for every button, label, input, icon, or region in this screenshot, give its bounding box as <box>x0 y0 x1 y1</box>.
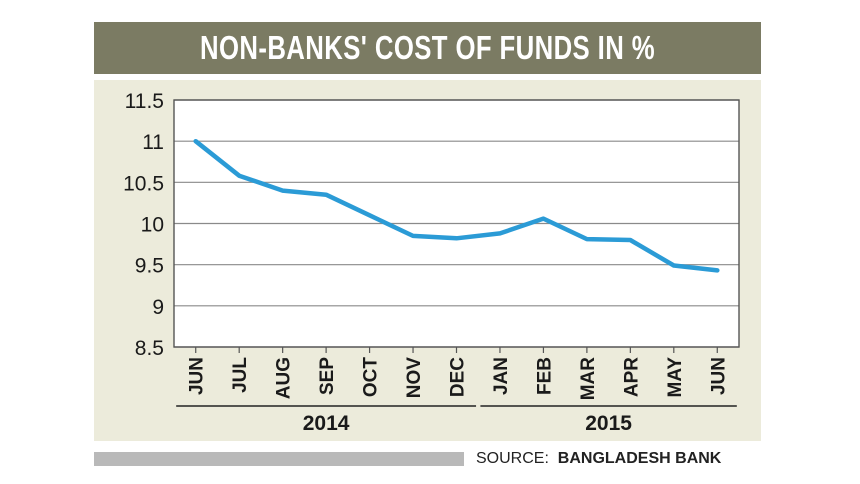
y-tick-label: 11.5 <box>125 90 164 113</box>
x-tick-label: JAN <box>491 357 512 395</box>
source-credit: SOURCE: BANGLADESH BANK <box>476 449 721 469</box>
x-tick-label: NOV <box>404 357 425 399</box>
x-tick-label: JUN <box>187 357 208 395</box>
y-tick-label: 10 <box>141 214 164 237</box>
source-name: BANGLADESH BANK <box>557 450 722 467</box>
source-label: SOURCE: <box>476 450 549 467</box>
year-label: 2014 <box>303 412 350 435</box>
title-banner: NON-BANKS' COST OF FUNDS IN % <box>94 22 761 74</box>
source-bar <box>94 452 464 466</box>
x-tick-label: SEP <box>317 357 338 395</box>
series-line <box>193 138 720 273</box>
x-tick-label: JUN <box>708 357 729 395</box>
y-tick-label: 8.5 <box>135 337 164 360</box>
year-label: 2015 <box>585 412 632 435</box>
x-tick-label: OCT <box>361 357 382 398</box>
x-tick-label: APR <box>621 357 642 397</box>
line-chart: 8.5 9 9.5 10 10.5 11 11.5 JUN JUL AUG SEP OCT NOV DEC… <box>123 90 740 435</box>
x-tick-label: MAR <box>578 357 599 401</box>
x-tick-label: AUG <box>274 357 295 399</box>
y-tick-label: 9 <box>152 296 164 319</box>
y-tick-label: 10.5 <box>123 172 164 195</box>
y-tick-label: 9.5 <box>135 255 164 278</box>
y-tick-label: 11 <box>142 131 164 154</box>
x-tick-label: JUL <box>230 357 251 393</box>
chart-title: NON-BANKS' COST OF FUNDS IN % <box>199 29 656 66</box>
x-tick-label: FEB <box>534 357 555 395</box>
x-tick-label: DEC <box>448 357 469 397</box>
x-tick-label: MAY <box>665 357 686 398</box>
